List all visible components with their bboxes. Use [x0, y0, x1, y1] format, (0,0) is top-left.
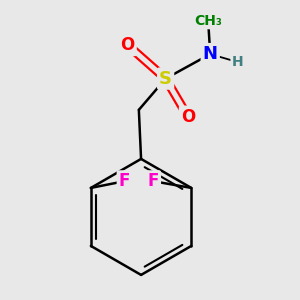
- Text: N: N: [203, 45, 218, 63]
- Text: CH₃: CH₃: [194, 14, 222, 28]
- Text: S: S: [159, 70, 172, 88]
- Text: H: H: [232, 55, 244, 69]
- Text: F: F: [148, 172, 159, 190]
- Text: F: F: [118, 172, 130, 190]
- Text: O: O: [181, 107, 195, 125]
- Text: O: O: [121, 36, 135, 54]
